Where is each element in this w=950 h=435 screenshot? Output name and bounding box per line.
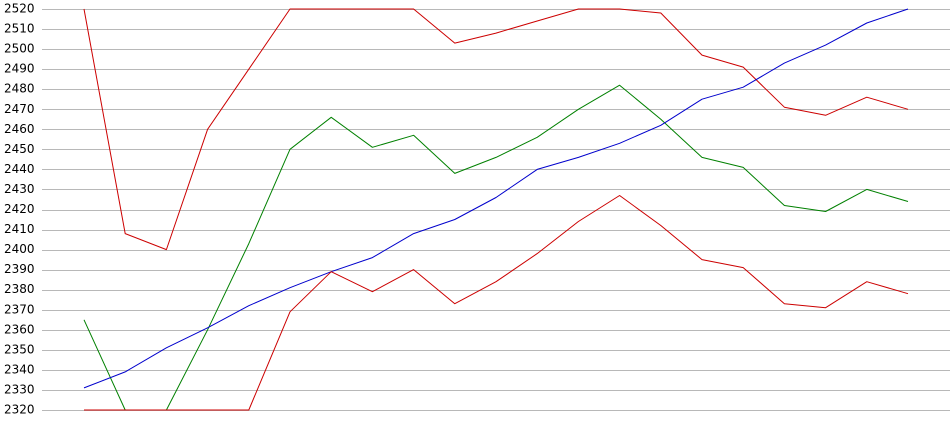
y-tick-label: 2430 xyxy=(4,182,35,196)
series-line-3 xyxy=(83,8,909,389)
y-tick-label: 2440 xyxy=(4,162,35,176)
series-line-4 xyxy=(84,195,909,411)
y-tick-label: 2420 xyxy=(4,202,35,216)
y-tick-label: 2490 xyxy=(4,62,35,76)
y-tick-label: 2380 xyxy=(4,282,35,296)
y-tick-label: 2350 xyxy=(4,342,35,356)
y-tick-label: 2360 xyxy=(4,322,35,336)
y-tick-label: 2390 xyxy=(4,262,35,276)
y-tick-label: 2410 xyxy=(4,222,35,236)
y-tick-label: 2340 xyxy=(4,362,35,376)
y-tick-label: 2370 xyxy=(4,302,35,316)
y-tick-label: 2330 xyxy=(4,382,35,396)
y-tick-label: 2500 xyxy=(4,42,35,56)
y-tick-label: 2450 xyxy=(4,142,35,156)
y-tick-label: 2510 xyxy=(4,22,35,36)
y-axis-tick-labels: 2320 2330 2340 2350 2360 2370 2380 2390 2400 2410… xyxy=(4,2,35,417)
y-tick-label: 2460 xyxy=(4,122,35,136)
series-line-2 xyxy=(83,84,909,411)
series-line-1 xyxy=(83,8,909,251)
gridlines xyxy=(42,9,950,411)
y-tick-label: 2400 xyxy=(4,242,35,256)
y-tick-label: 2480 xyxy=(4,82,35,96)
y-tick-label: 2470 xyxy=(4,102,35,116)
y-tick-label: 2520 xyxy=(4,2,35,16)
series-group xyxy=(83,8,909,411)
y-tick-label: 2320 xyxy=(4,403,35,417)
